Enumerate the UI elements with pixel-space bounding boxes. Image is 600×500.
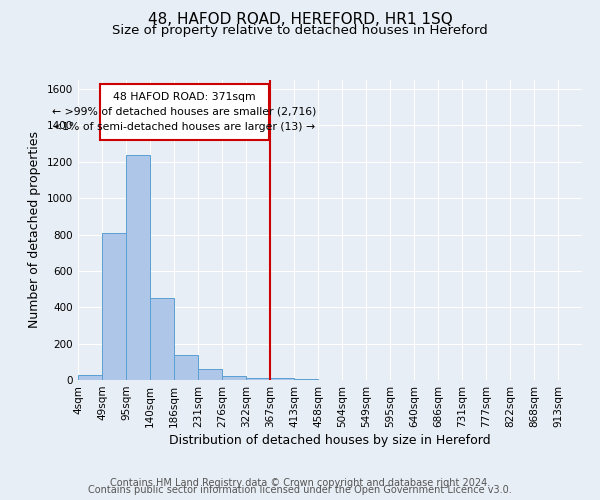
Y-axis label: Number of detached properties: Number of detached properties (28, 132, 41, 328)
Bar (78, 376, 102, 380)
Bar (102, 232, 126, 380)
Bar (294, 378, 318, 380)
Bar (270, 378, 294, 380)
Text: 48 HAFOD ROAD: 371sqm
← >99% of detached houses are smaller (2,716)
<1% of semi-: 48 HAFOD ROAD: 371sqm ← >99% of detached… (52, 92, 316, 132)
Bar (222, 376, 246, 380)
Bar (246, 378, 270, 380)
FancyBboxPatch shape (100, 84, 269, 140)
Bar (174, 356, 198, 380)
Text: Contains public sector information licensed under the Open Government Licence v3: Contains public sector information licen… (88, 485, 512, 495)
Text: Contains HM Land Registry data © Crown copyright and database right 2024.: Contains HM Land Registry data © Crown c… (110, 478, 490, 488)
Text: 48, HAFOD ROAD, HEREFORD, HR1 1SQ: 48, HAFOD ROAD, HEREFORD, HR1 1SQ (148, 12, 452, 28)
Bar (198, 369, 222, 380)
Bar (126, 154, 150, 380)
X-axis label: Distribution of detached houses by size in Hereford: Distribution of detached houses by size … (169, 434, 491, 447)
Bar (150, 298, 174, 380)
Text: Size of property relative to detached houses in Hereford: Size of property relative to detached ho… (112, 24, 488, 37)
